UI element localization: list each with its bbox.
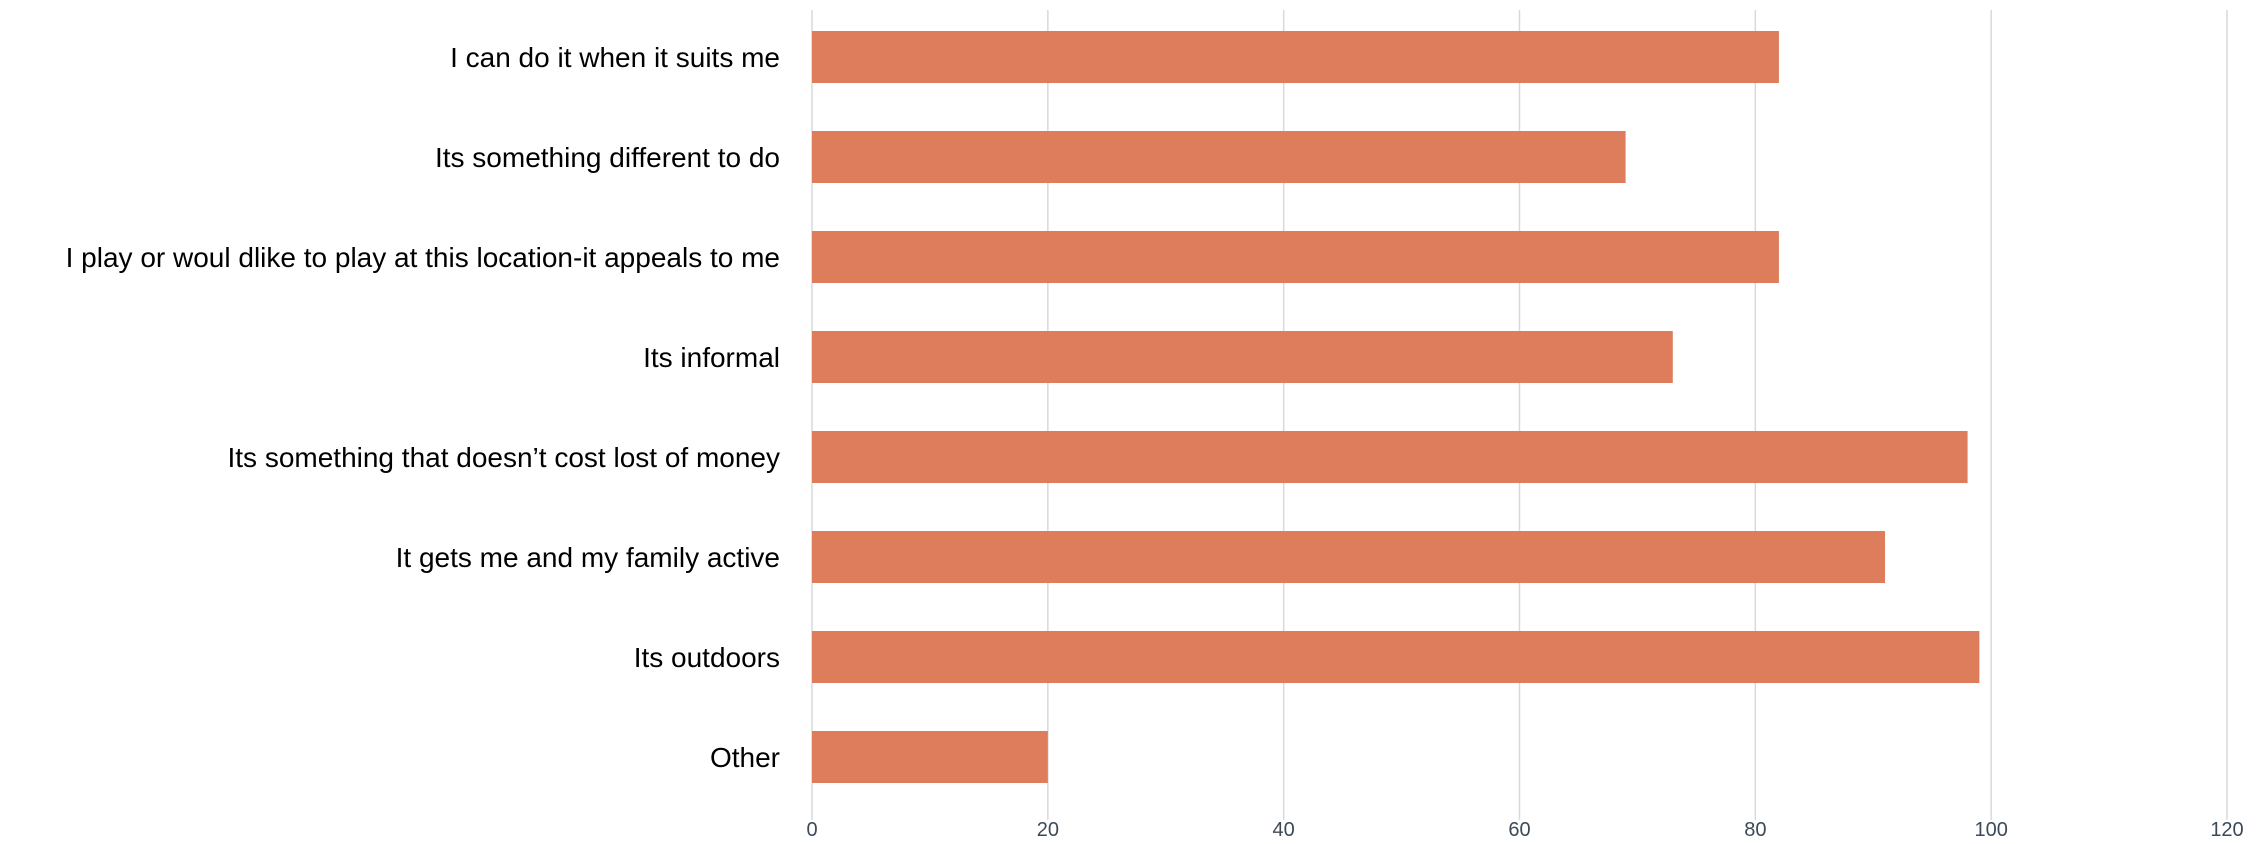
- category-label: Its something different to do: [435, 142, 780, 173]
- category-label: Its informal: [643, 342, 780, 373]
- bar: [812, 631, 1980, 683]
- category-labels: I can do it when it suits me Its somethin…: [66, 42, 780, 773]
- x-tick-label: 60: [1508, 819, 1530, 841]
- category-label: Its something that doesn’t cost lost of …: [227, 442, 780, 473]
- x-tick-label: 20: [1037, 819, 1059, 841]
- category-label: It gets me and my family active: [396, 542, 780, 573]
- category-label: Other: [710, 742, 780, 773]
- x-tick-label: 0: [806, 819, 817, 841]
- bar: [812, 531, 1886, 583]
- x-axis-tick-labels: 0 20 40 60 80 100 120: [806, 819, 2243, 841]
- x-tick-label: 40: [1273, 819, 1295, 841]
- category-label: Its outdoors: [634, 642, 780, 673]
- bar: [812, 331, 1673, 383]
- x-tick-label: 120: [2210, 819, 2243, 841]
- bar: [812, 31, 1779, 83]
- bar: [812, 731, 1048, 783]
- category-label: I can do it when it suits me: [450, 42, 780, 73]
- bars: [812, 31, 1980, 783]
- category-label: I play or woul dlike to play at this loc…: [66, 242, 780, 273]
- x-tick-label: 80: [1744, 819, 1766, 841]
- bar: [812, 231, 1779, 283]
- bar: [812, 131, 1626, 183]
- bar: [812, 431, 1968, 483]
- x-tick-label: 100: [1974, 819, 2007, 841]
